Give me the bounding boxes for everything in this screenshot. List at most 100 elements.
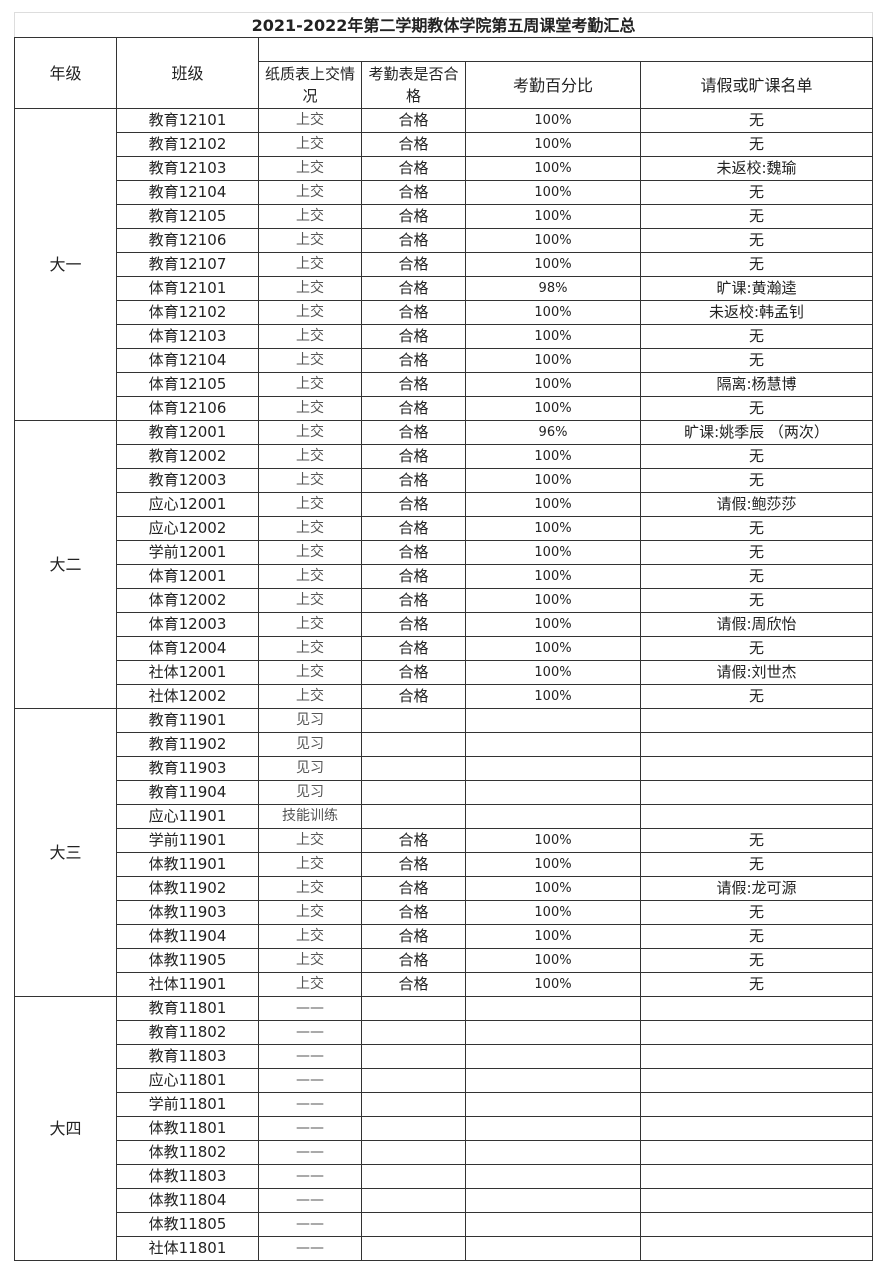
paper-status-cell: 上交 [258,876,362,901]
table-row: 社体11801 —— [15,1236,873,1261]
class-cell: 教育12107 [116,252,259,277]
table-row: 体育12106 上交 合格 100% 无 [15,396,873,421]
class-cell: 体教11905 [116,948,259,973]
paper-status-cell: 上交 [258,180,362,205]
qualified-cell: 合格 [361,660,466,685]
percent-cell: 96% [465,420,641,445]
percent-cell [465,1164,641,1189]
grade-cell: 大三 [14,708,117,997]
paper-status-cell: —— [258,1092,362,1117]
percent-cell: 100% [465,636,641,661]
percent-cell: 100% [465,444,641,469]
absence-cell: 无 [640,828,873,853]
absence-cell: 请假:龙可源 [640,876,873,901]
qualified-cell: 合格 [361,204,466,229]
paper-status-cell: 技能训练 [258,804,362,829]
class-cell: 应心11801 [116,1068,259,1093]
class-cell: 体教11802 [116,1140,259,1165]
qualified-cell: 合格 [361,492,466,517]
paper-status-cell: 上交 [258,588,362,613]
class-cell: 社体12001 [116,660,259,685]
absence-cell [640,804,873,829]
table-row: 体教11801 —— [15,1116,873,1141]
table-row: 教育11803 —— [15,1044,873,1069]
class-cell: 教育12106 [116,228,259,253]
header-class: 班级 [116,37,259,109]
class-cell: 学前11901 [116,828,259,853]
class-cell: 体育12003 [116,612,259,637]
absence-cell: 隔离:杨慧博 [640,372,873,397]
paper-status-cell: 上交 [258,252,362,277]
paper-status-cell: 见习 [258,780,362,805]
absence-cell: 未返校:韩孟钊 [640,300,873,325]
percent-cell: 100% [465,972,641,997]
class-cell: 教育12102 [116,132,259,157]
percent-cell [465,756,641,781]
absence-cell: 无 [640,468,873,493]
percent-cell: 100% [465,612,641,637]
qualified-cell [361,1044,466,1069]
absence-cell: 无 [640,972,873,997]
class-cell: 体教11805 [116,1212,259,1237]
percent-cell [465,996,641,1021]
qualified-cell: 合格 [361,684,466,709]
class-cell: 体育12102 [116,300,259,325]
absence-cell: 无 [640,228,873,253]
paper-status-cell: 见习 [258,708,362,733]
paper-status-cell: 见习 [258,732,362,757]
qualified-cell: 合格 [361,228,466,253]
class-cell: 教育11901 [116,708,259,733]
sheet-title: 2021-2022年第二学期教体学院第五周课堂考勤汇总 [14,12,873,38]
qualified-cell: 合格 [361,348,466,373]
absence-cell: 无 [640,948,873,973]
absence-cell: 无 [640,636,873,661]
table-row: 体育12003 上交 合格 100% 请假:周欣怡 [15,612,873,637]
qualified-cell [361,756,466,781]
table-row: 大一 教育12101 上交 合格 100% 无 [14,108,873,421]
percent-cell: 100% [465,924,641,949]
class-cell: 应心12002 [116,516,259,541]
qualified-cell: 合格 [361,924,466,949]
table-row: 教育12103 上交 合格 100% 未返校:魏瑜 [15,156,873,181]
attendance-table: 2021-2022年第二学期教体学院第五周课堂考勤汇总 年级 班级 纸质表上交情… [14,12,873,1261]
grade-cell: 大四 [14,996,117,1261]
percent-cell: 100% [465,324,641,349]
percent-cell: 100% [465,516,641,541]
absence-cell: 无 [640,396,873,421]
table-row: 大四 教育11801 —— [14,996,873,1261]
table-row: 应心11901 技能训练 [15,804,873,829]
qualified-cell [361,1164,466,1189]
table-row: 学前11801 —— [15,1092,873,1117]
absence-cell: 无 [640,924,873,949]
paper-status-cell: 上交 [258,420,362,445]
absence-cell [640,1092,873,1117]
absence-cell [640,1116,873,1141]
absence-cell: 无 [640,540,873,565]
table-row: 教育12102 上交 合格 100% 无 [15,132,873,157]
class-cell: 社体11801 [116,1236,259,1261]
table-row: 教育11802 —— [15,1020,873,1045]
absence-cell: 请假:刘世杰 [640,660,873,685]
qualified-cell: 合格 [361,828,466,853]
percent-cell: 100% [465,564,641,589]
class-cell: 学前11801 [116,1092,259,1117]
table-row: 体育12105 上交 合格 100% 隔离:杨慧博 [15,372,873,397]
absence-cell [640,1188,873,1213]
paper-status-cell: 上交 [258,108,362,133]
absence-cell [640,780,873,805]
qualified-cell: 合格 [361,372,466,397]
percent-cell [465,1212,641,1237]
class-cell: 教育12003 [116,468,259,493]
absence-cell: 旷课:姚季辰 （两次） [640,420,873,445]
class-cell: 体育12001 [116,564,259,589]
table-row: 体教11902 上交 合格 100% 请假:龙可源 [15,876,873,901]
absence-cell [640,1164,873,1189]
class-cell: 教育12103 [116,156,259,181]
header-percent: 考勤百分比 [465,61,641,109]
absence-cell: 无 [640,588,873,613]
paper-status-cell: —— [258,1044,362,1069]
paper-status-cell: 上交 [258,492,362,517]
paper-status-cell: 上交 [258,564,362,589]
qualified-cell: 合格 [361,852,466,877]
percent-cell: 100% [465,852,641,877]
